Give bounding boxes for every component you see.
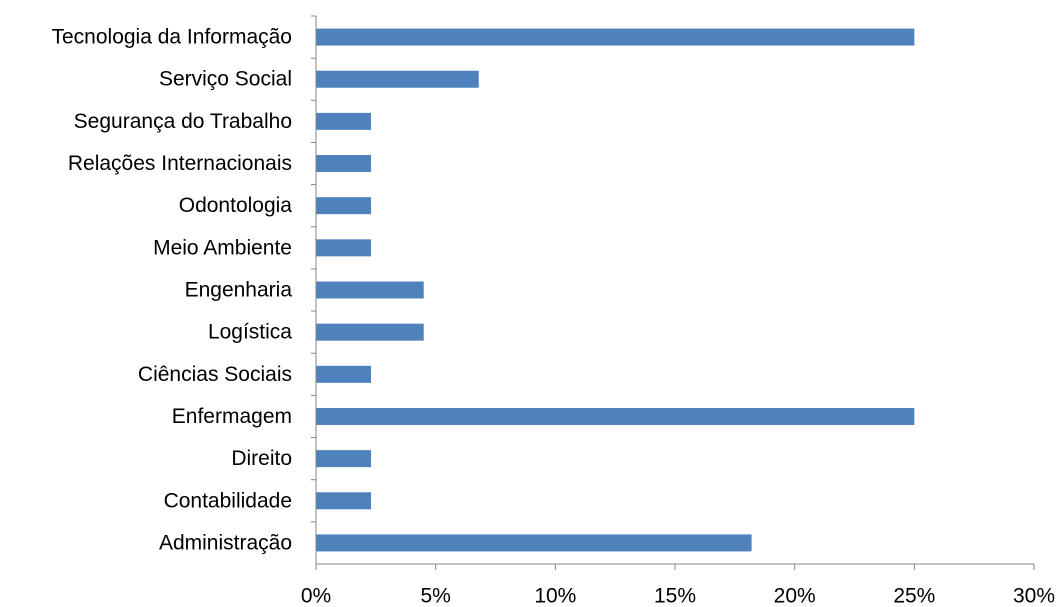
category-label: Relações Internacionais (68, 152, 292, 175)
category-label: Odontologia (179, 194, 293, 217)
category-labels: Tecnologia da Informação Serviço Social Se… (52, 15, 316, 554)
bar-7 (316, 323, 424, 341)
x-tick-label: 15% (654, 585, 696, 607)
x-tick-label: 25% (893, 585, 935, 607)
bars-group (316, 28, 915, 552)
bar-12 (316, 534, 752, 552)
x-tick-label: 0% (301, 585, 331, 607)
x-tick-label: 20% (774, 585, 816, 607)
category-label: Enfermagem (172, 405, 292, 428)
bar-9 (316, 407, 915, 425)
bar-11 (316, 492, 372, 510)
category-label: Tecnologia da Informação (52, 26, 293, 49)
bar-0 (316, 28, 915, 46)
x-tick-label: 5% (420, 585, 450, 607)
bar-2 (316, 112, 372, 130)
category-label: Contabilidade (164, 489, 292, 512)
x-tick-label: 10% (534, 585, 576, 607)
bar-6 (316, 281, 424, 299)
category-label: Ciências Sociais (138, 363, 292, 386)
bar-5 (316, 239, 372, 257)
category-label: Administração (159, 531, 292, 554)
category-label: Direito (231, 447, 292, 470)
category-label: Serviço Social (159, 68, 292, 91)
category-label: Engenharia (185, 279, 293, 302)
bar-4 (316, 197, 372, 215)
bar-1 (316, 70, 479, 88)
bar-3 (316, 155, 372, 173)
x-tick-label: 30% (1013, 585, 1055, 607)
bar-10 (316, 450, 372, 468)
category-label: Segurança do Trabalho (74, 110, 292, 133)
category-label: Meio Ambiente (153, 236, 292, 259)
bar-8 (316, 365, 372, 383)
x-axis-ticks: 0% 5% 10% 15% 20% 25% 30% (301, 564, 1055, 607)
category-label: Logística (208, 321, 292, 344)
